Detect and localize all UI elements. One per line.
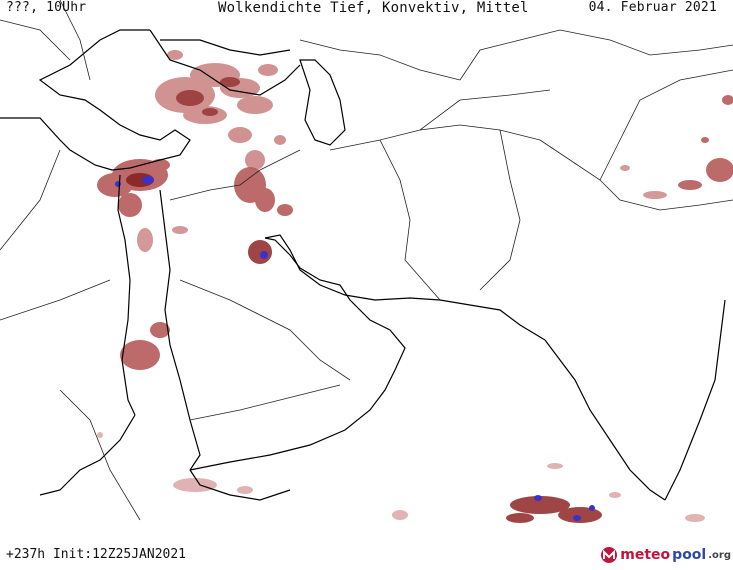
logo-text-meteo: meteo [620, 547, 671, 563]
meteopool-logo[interactable]: meteo pool .org [600, 546, 731, 564]
map-title: Wolkendichte Tief, Konvektiv, Mittel [218, 0, 529, 16]
forecast-time-label: ???, 10Uhr [6, 0, 87, 15]
coastlines [0, 29, 726, 501]
logo-text-org: .org [708, 549, 731, 561]
meteopool-logo-icon [601, 547, 618, 563]
logo-text-pool: pool [672, 547, 707, 563]
cloud-layer [97, 50, 733, 523]
forecast-date: 04. Februar 2021 [588, 0, 717, 15]
borders [0, 0, 733, 521]
init-info: +237h Init:12Z25JAN2021 [6, 547, 187, 562]
